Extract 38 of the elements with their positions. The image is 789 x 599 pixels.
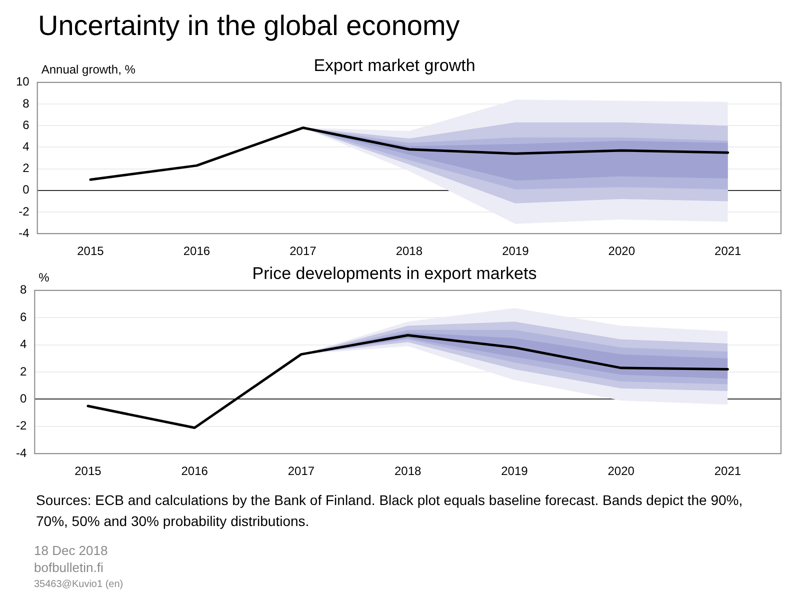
y-tick-label: -4 — [16, 446, 27, 460]
x-tick-label: 2020 — [608, 244, 636, 258]
text: 35463@Kuvio1 (en) — [34, 578, 124, 592]
y-tick-label: -2 — [18, 204, 30, 218]
x-tick-label: 2019 — [501, 464, 528, 478]
x-tick-label: 2018 — [394, 464, 422, 478]
x-tick-label: 2020 — [608, 464, 635, 478]
x-tick-label: 2021 — [714, 244, 742, 258]
y-axis-title: % — [38, 270, 50, 285]
y-tick-label: 6 — [22, 118, 30, 132]
x-tick-label: 2015 — [74, 464, 102, 478]
x-tick-label: 2021 — [714, 464, 742, 478]
x-tick-label: 2015 — [77, 244, 104, 258]
source-note: Sources: ECB and calculations by the Bank of Finland. Black plot equals baseline forecast. Bands depict the 90%, 70%, 50% and 30% probability distributions. — [36, 491, 744, 531]
y-tick-label: 2 — [20, 364, 27, 378]
x-tick-label: 2019 — [502, 244, 530, 258]
y-tick-label: 0 — [20, 392, 27, 406]
y-tick-label: 2 — [22, 161, 30, 176]
y-tick-label: 8 — [22, 96, 30, 110]
text: 18 Dec 2018 — [34, 542, 109, 559]
y-tick-label: -2 — [16, 418, 27, 433]
y-tick-label: 4 — [20, 337, 27, 352]
y-tick-label: 0 — [22, 182, 30, 197]
y-tick-label: 8 — [20, 282, 27, 297]
y-tick-label: 4 — [22, 140, 30, 154]
text: bofbulletin.fi — [34, 559, 104, 576]
x-tick-label: 2016 — [183, 244, 210, 258]
x-tick-label: 2017 — [288, 464, 315, 478]
y-tick-label: -4 — [18, 226, 30, 240]
chart-title: Price developments in export markets — [252, 264, 537, 283]
chart-subtitle: Export market growth — [314, 56, 476, 75]
x-tick-label: 2017 — [290, 244, 317, 258]
y-axis-title: Annual growth, % — [41, 62, 136, 77]
x-tick-label: 2016 — [181, 464, 208, 478]
y-tick-label: 6 — [20, 310, 27, 324]
x-tick-label: 2018 — [396, 244, 423, 258]
y-tick-label: 10 — [16, 74, 30, 89]
chart-title: Uncertainty in the global economy — [37, 9, 461, 43]
